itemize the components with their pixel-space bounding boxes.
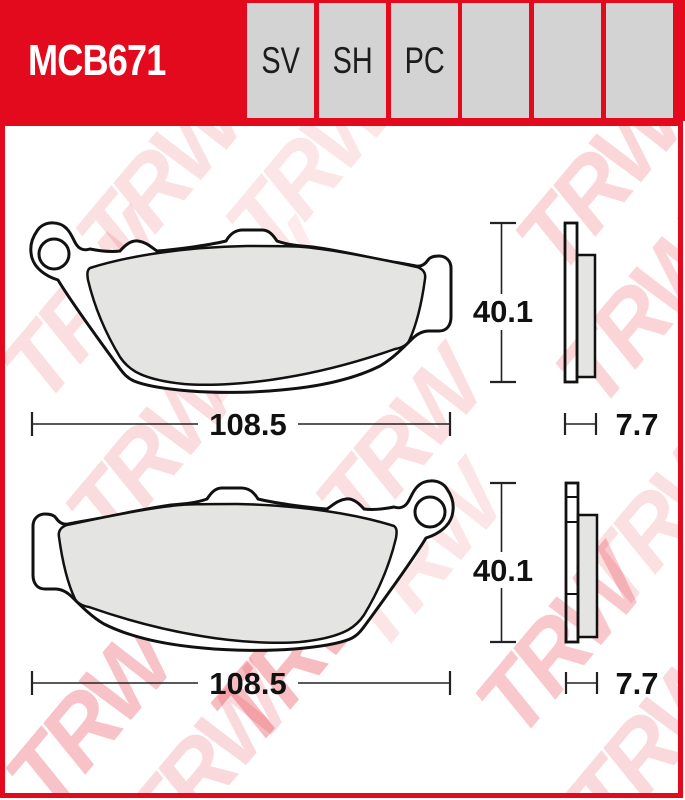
side-friction-material [575, 253, 597, 379]
bottom-pad-face-view [31, 479, 455, 652]
top-dimension-lines [30, 221, 598, 436]
side-backplate [563, 221, 579, 384]
drawing-frame: TRW TRW TRW TRW TRW TRW TRW TRW TRW TRW … [0, 121, 683, 798]
bottom-dimension-lines [30, 481, 599, 695]
dim-width-bottom: 108.5 [209, 666, 287, 701]
part-number: MCB671 [28, 36, 166, 85]
side-backplate-segment-lines [566, 496, 578, 595]
spec-column-label: PC [404, 39, 445, 81]
dim-thickness-top: 7.7 [615, 407, 658, 442]
spec-column-empty-2 [534, 3, 601, 118]
dim-height-bottom: 40.1 [473, 553, 533, 588]
dim-height-top: 40.1 [473, 294, 533, 329]
dim-thickness-bottom: 7.7 [615, 666, 658, 701]
top-pad-face-view [29, 221, 453, 394]
spec-column-empty-1 [462, 3, 529, 118]
header-bar: MCB671 SV SH PC [0, 0, 685, 121]
top-pad-side-view [563, 221, 597, 384]
spec-column-pc: PC [391, 3, 458, 118]
bottom-pad-side-view [564, 481, 599, 644]
spec-column-label: SH [332, 39, 373, 81]
spec-column-label: SV [261, 39, 300, 81]
spec-column-empty-3 [606, 3, 673, 118]
spec-column-sv: SV [247, 3, 314, 118]
side-backplate [564, 481, 580, 644]
side-friction-material [576, 513, 599, 639]
spec-column-sh: SH [319, 3, 386, 118]
dim-width-top: 108.5 [209, 407, 287, 442]
